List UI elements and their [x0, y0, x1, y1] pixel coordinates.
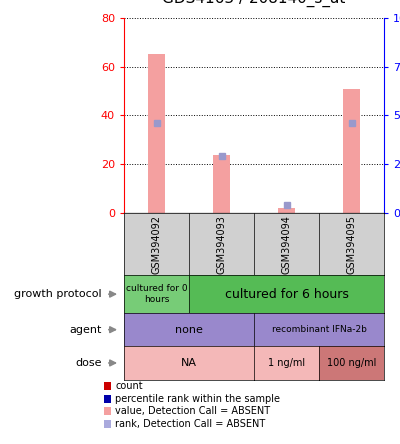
Text: value, Detection Call = ABSENT: value, Detection Call = ABSENT: [115, 406, 270, 416]
Bar: [213, 155, 230, 213]
Text: rank, Detection Call = ABSENT: rank, Detection Call = ABSENT: [115, 419, 266, 428]
Text: dose: dose: [76, 358, 102, 368]
Text: growth protocol: growth protocol: [14, 289, 102, 299]
Text: NA: NA: [181, 358, 197, 368]
Text: none: none: [175, 325, 203, 335]
Text: GSM394093: GSM394093: [216, 215, 226, 274]
Text: cultured for 0
hours: cultured for 0 hours: [126, 285, 187, 304]
Text: 1 ng/ml: 1 ng/ml: [268, 358, 305, 368]
Text: recombinant IFNa-2b: recombinant IFNa-2b: [272, 325, 366, 334]
Text: GSM394094: GSM394094: [282, 215, 292, 274]
Bar: [148, 55, 165, 213]
Text: cultured for 6 hours: cultured for 6 hours: [224, 288, 348, 301]
Text: GSM394095: GSM394095: [346, 215, 356, 274]
Text: GSM394092: GSM394092: [152, 215, 162, 274]
Bar: [278, 208, 295, 213]
Text: count: count: [115, 381, 143, 391]
Text: GDS4163 / 208140_s_at: GDS4163 / 208140_s_at: [162, 0, 346, 7]
Text: agent: agent: [70, 325, 102, 335]
Text: percentile rank within the sample: percentile rank within the sample: [115, 394, 280, 404]
Text: 100 ng/ml: 100 ng/ml: [327, 358, 376, 368]
Bar: [343, 89, 360, 213]
